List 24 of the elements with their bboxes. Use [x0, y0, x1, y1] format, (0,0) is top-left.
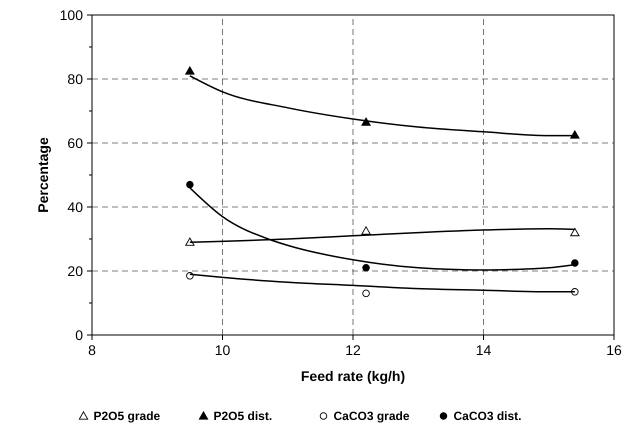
y-tick-label: 20 — [67, 263, 84, 279]
legend-label: P2O5 grade — [94, 409, 161, 423]
legend-label: CaCO3 dist. — [454, 409, 522, 423]
y-tick-label: 100 — [60, 7, 84, 23]
x-tick-label: 16 — [606, 342, 622, 358]
point — [186, 180, 194, 188]
point — [362, 290, 370, 298]
point — [361, 118, 371, 126]
point — [570, 228, 580, 236]
y-tick-label: 60 — [67, 135, 84, 151]
y-tick-label: 40 — [67, 199, 84, 215]
y-tick-label: 80 — [67, 71, 84, 87]
legend-label: P2O5 dist. — [214, 409, 272, 423]
x-axis-title: Feed rate (kg/h) — [300, 368, 406, 384]
legend-label: CaCO3 grade — [334, 409, 410, 423]
y-axis-title: Percentage — [35, 137, 51, 213]
point — [361, 226, 371, 235]
point — [362, 264, 370, 272]
y-tick-label: 0 — [75, 327, 84, 343]
x-tick-label: 8 — [88, 342, 96, 358]
x-tick-label: 12 — [345, 342, 361, 358]
point — [185, 66, 195, 75]
x-tick-label: 14 — [476, 342, 492, 358]
x-tick-label: 10 — [214, 342, 230, 358]
